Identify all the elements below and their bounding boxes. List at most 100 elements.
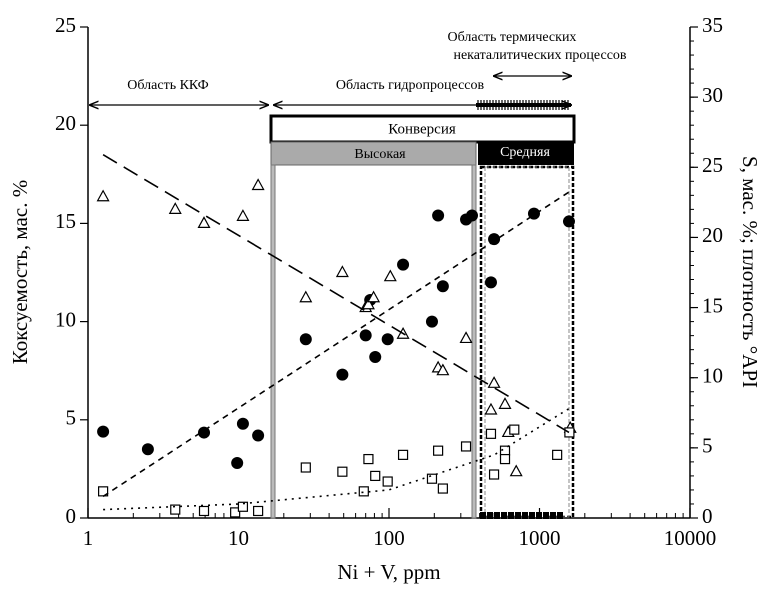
point [509, 464, 523, 477]
point [465, 209, 478, 222]
point [425, 315, 438, 328]
annotation: некаталитических процессов [453, 48, 626, 63]
point [251, 178, 265, 191]
point [369, 350, 382, 363]
point [564, 427, 575, 438]
annotation: Область ККФ [127, 78, 208, 93]
region-boundary [471, 164, 477, 519]
y2-tick-label: 20 [702, 223, 723, 247]
point [361, 297, 375, 310]
point [300, 462, 311, 473]
y-tick-label: 10 [55, 307, 76, 331]
y-tick-label: 25 [55, 13, 76, 37]
x-tick-label: 100 [373, 526, 405, 550]
hatch-mark [515, 512, 521, 519]
x-axis-label: Ni + V, ppm [337, 560, 440, 584]
point [236, 417, 249, 430]
point [97, 425, 110, 438]
hatch-mark [529, 512, 535, 519]
annotation: Высокая [354, 147, 406, 162]
point [397, 258, 410, 271]
point [498, 397, 512, 409]
point [433, 445, 444, 456]
y-axis-label: Коксуемость, мас. % [8, 180, 32, 364]
hatch-mark [557, 512, 563, 519]
annotation: Область термических [448, 30, 577, 45]
y-tick-label: 15 [55, 209, 76, 233]
x-tick-label: 1000 [519, 526, 561, 550]
y2-tick-label: 30 [702, 83, 723, 107]
point [168, 202, 182, 214]
hatch-mark [543, 512, 549, 519]
x-tick-label: 10 [228, 526, 249, 550]
high-box [270, 141, 477, 166]
point [363, 453, 374, 465]
point [485, 428, 497, 439]
point [359, 329, 372, 342]
annotation: Область гидропроцессов [336, 78, 485, 93]
y2-axis-label: S, мас. %; плотность °API [738, 156, 762, 388]
point [382, 476, 393, 487]
hatch-mark [501, 512, 507, 519]
trend-line [102, 191, 570, 498]
hatch-mark [550, 512, 556, 519]
point [141, 443, 154, 456]
y2-tick-label: 0 [702, 504, 713, 528]
hatch-mark [508, 512, 514, 519]
hatch-mark [487, 512, 493, 519]
point [383, 269, 397, 282]
point [198, 505, 210, 517]
point [253, 505, 264, 517]
annotation: Конверсия [388, 121, 456, 137]
point [397, 449, 409, 460]
hatch-mark [480, 512, 486, 519]
point [170, 504, 181, 515]
y2-tick-label: 35 [702, 13, 723, 37]
point [358, 486, 369, 497]
point [198, 426, 211, 439]
x-tick-label: 1 [83, 526, 94, 550]
point [509, 424, 520, 435]
point [436, 280, 449, 293]
point [459, 331, 473, 344]
point [299, 333, 312, 346]
point [487, 376, 501, 388]
point [484, 402, 498, 415]
annotation: Средняя [500, 145, 550, 160]
point [381, 333, 394, 346]
trend-line [103, 407, 570, 511]
y2-tick-label: 15 [702, 293, 723, 317]
y2-tick-label: 25 [702, 153, 723, 177]
hatch-mark [494, 512, 500, 519]
point [335, 265, 349, 278]
point [337, 466, 348, 477]
y-tick-label: 5 [66, 406, 77, 430]
point [370, 470, 381, 482]
point [552, 449, 563, 460]
point [484, 276, 497, 289]
point [367, 290, 381, 303]
medium-box [478, 142, 574, 165]
point [336, 368, 349, 381]
point [426, 473, 438, 484]
point [96, 189, 110, 202]
point [562, 215, 575, 228]
point [231, 457, 244, 470]
point [460, 441, 472, 452]
y-tick-label: 20 [55, 111, 76, 135]
y2-tick-label: 10 [702, 364, 723, 388]
point [197, 216, 211, 228]
point [432, 209, 445, 222]
point [499, 453, 511, 465]
point [299, 290, 313, 303]
point [237, 501, 249, 512]
region-boundary [270, 164, 276, 519]
point [236, 209, 250, 221]
y2-tick-label: 5 [702, 434, 713, 458]
point [230, 507, 241, 518]
point [437, 483, 448, 494]
x-tick-label: 10000 [664, 526, 717, 550]
point [488, 469, 500, 480]
trend-line [102, 154, 570, 434]
